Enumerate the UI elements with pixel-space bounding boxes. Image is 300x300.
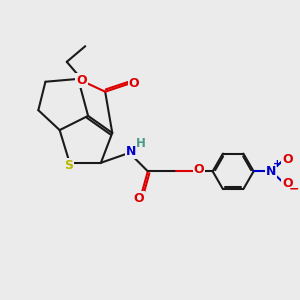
Text: O: O [129, 77, 140, 90]
Text: N: N [266, 165, 276, 178]
Text: S: S [64, 159, 73, 172]
Text: O: O [133, 192, 144, 205]
Text: N: N [126, 145, 136, 158]
Text: O: O [282, 177, 293, 190]
Text: −: − [289, 182, 299, 196]
Text: +: + [273, 159, 281, 169]
Text: O: O [282, 153, 293, 166]
Text: O: O [76, 74, 87, 87]
Text: O: O [194, 164, 204, 176]
Text: H: H [136, 137, 146, 150]
